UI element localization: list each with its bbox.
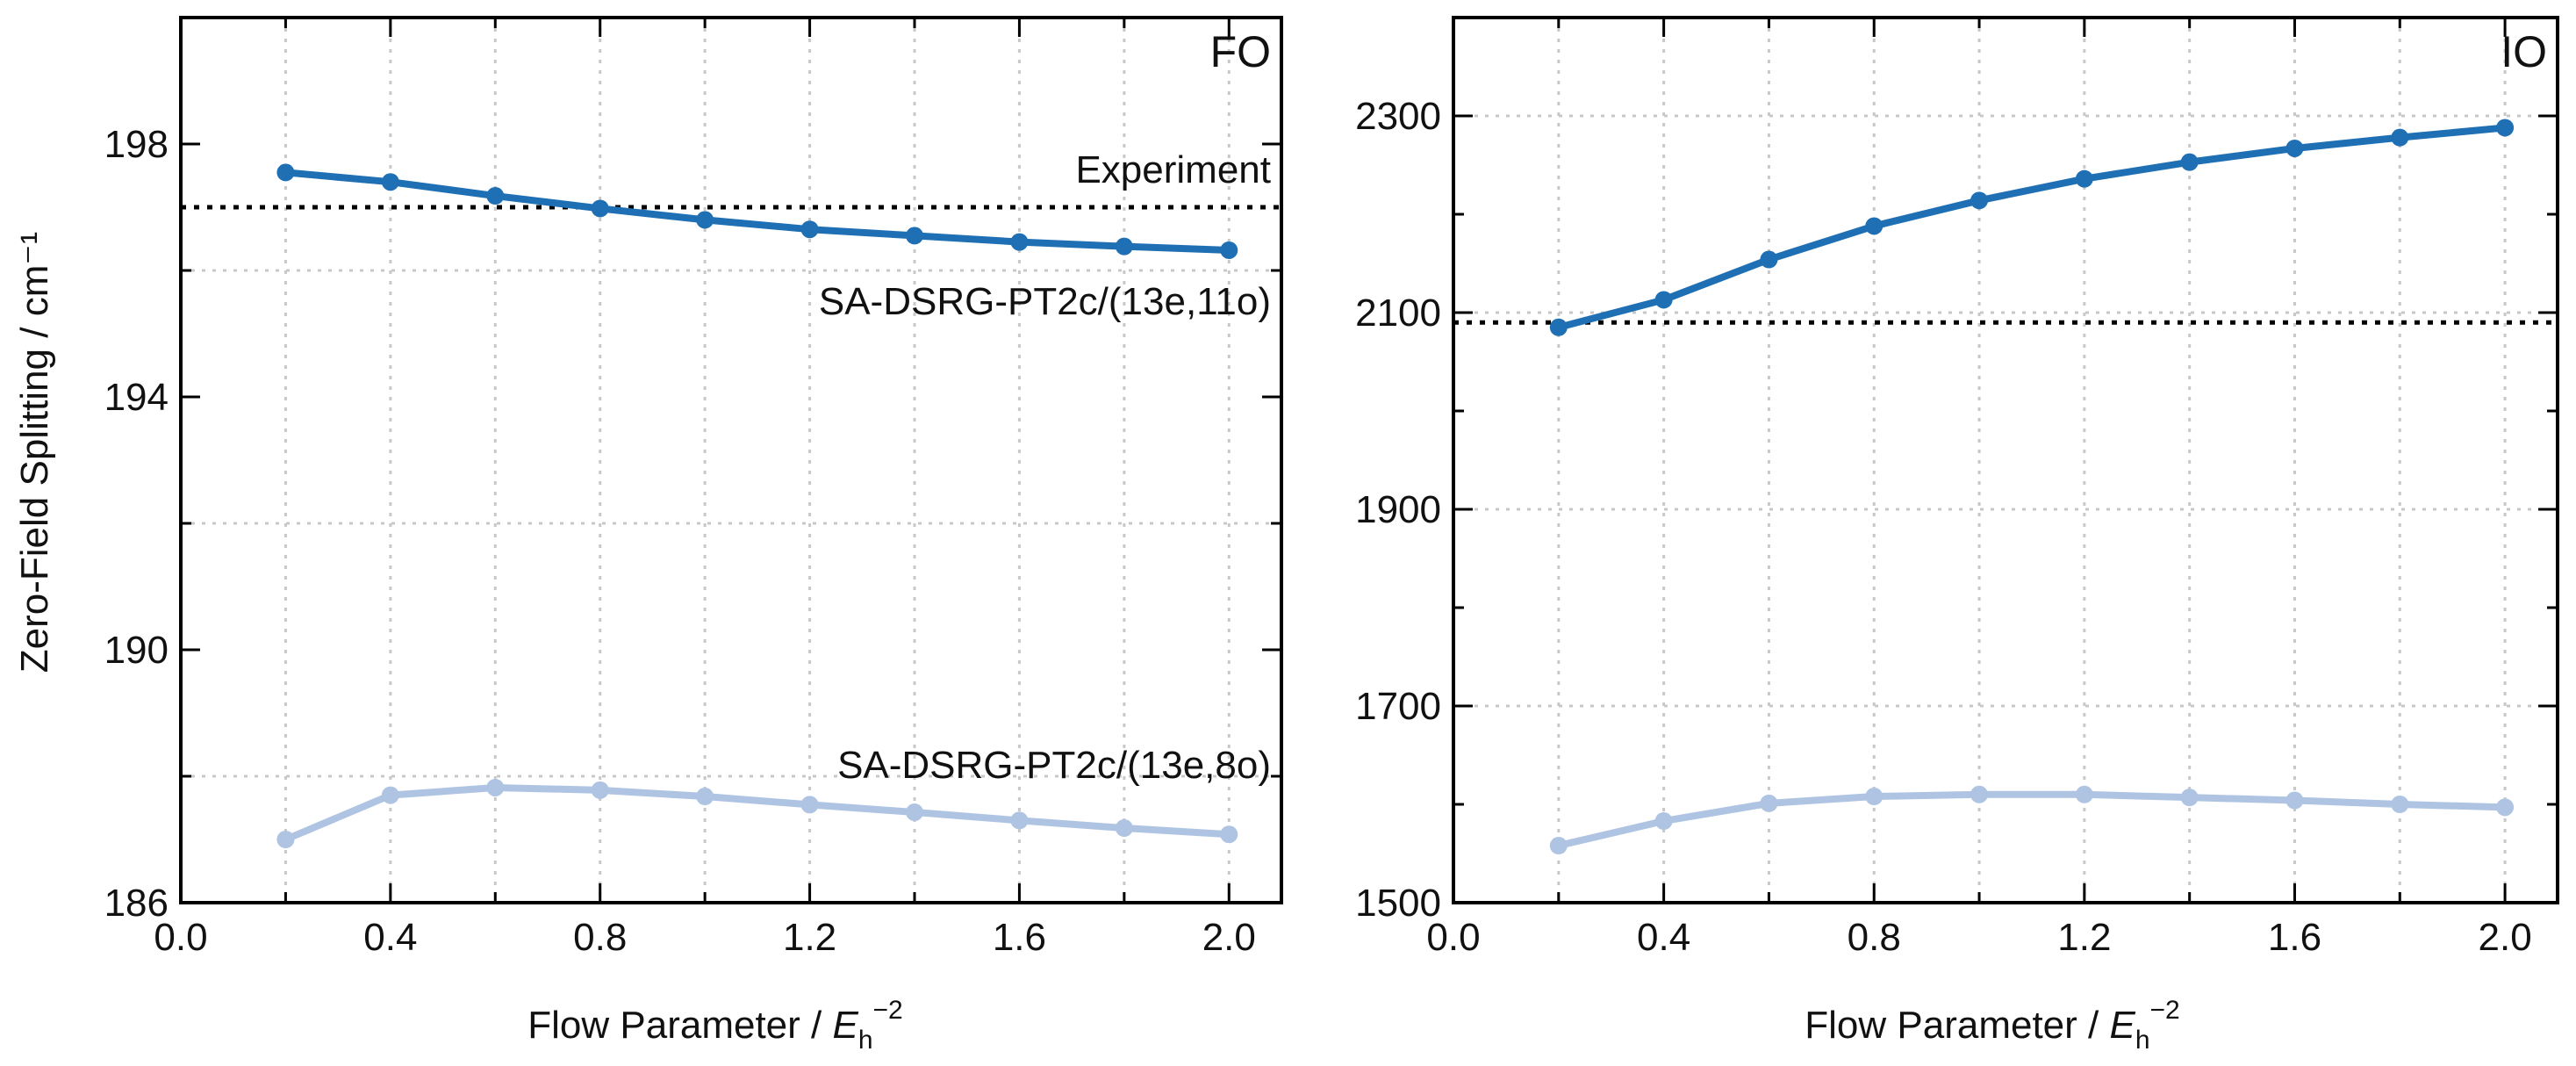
y-axis-title: Zero-Field Splitting / cm⁻¹ bbox=[13, 232, 56, 673]
y-tick-label: 186 bbox=[104, 882, 169, 925]
x-tick-label: 1.2 bbox=[2057, 916, 2111, 959]
x-tick-label: 2.0 bbox=[2479, 916, 2532, 959]
x-tick-label: 0.0 bbox=[154, 916, 207, 959]
series-line-13e-8o bbox=[1554, 790, 2509, 850]
panel-label: FO bbox=[1210, 27, 1271, 76]
data-point-13e-11o bbox=[2391, 128, 2409, 147]
data-point-13e-11o bbox=[1654, 291, 1673, 309]
series-line-13e-8o bbox=[282, 783, 1233, 843]
data-point-13e-11o bbox=[1865, 217, 1884, 235]
data-point-13e-11o bbox=[486, 187, 505, 205]
data-point-13e-8o bbox=[2391, 796, 2409, 813]
data-point-13e-8o bbox=[1654, 812, 1673, 831]
x-axis-title-io: Flow Parameter / Eh−2 bbox=[1805, 996, 2179, 1055]
data-point-13e-11o bbox=[1115, 237, 1133, 256]
y-tick-label: 1700 bbox=[1355, 685, 1441, 728]
data-point-13e-8o bbox=[2180, 789, 2199, 807]
series-line-13e-11o bbox=[1554, 124, 2509, 331]
y-tick-label: 190 bbox=[104, 629, 169, 672]
series-line-13e-11o bbox=[282, 169, 1233, 254]
data-point-13e-8o bbox=[276, 831, 295, 848]
x-tick-label: 0.8 bbox=[573, 916, 627, 959]
x-tick-label: 2.0 bbox=[1202, 916, 1256, 959]
data-point-13e-8o bbox=[906, 803, 923, 822]
data-point-13e-11o bbox=[2496, 119, 2515, 137]
data-point-13e-11o bbox=[276, 163, 295, 182]
data-point-13e-8o bbox=[486, 778, 505, 796]
y-tick-label: 2100 bbox=[1355, 292, 1441, 335]
x-tick-label: 0.0 bbox=[1426, 916, 1480, 959]
data-point-13e-8o bbox=[381, 786, 399, 804]
data-point-13e-8o bbox=[2075, 785, 2093, 803]
data-point-13e-8o bbox=[2496, 798, 2515, 817]
plot-frame bbox=[1452, 16, 2559, 904]
series-annotation: SA-DSRG-PT2c/(13e,11o) bbox=[819, 280, 1271, 323]
data-point-13e-11o bbox=[800, 220, 819, 239]
data-point-13e-8o bbox=[2285, 791, 2304, 810]
data-point-13e-8o bbox=[1865, 788, 1884, 806]
data-point-13e-11o bbox=[2285, 139, 2304, 157]
data-point-13e-8o bbox=[800, 796, 819, 814]
x-tick-label: 1.6 bbox=[2268, 916, 2321, 959]
data-point-13e-8o bbox=[1549, 837, 1568, 855]
data-point-13e-8o bbox=[1010, 811, 1029, 830]
data-point-13e-8o bbox=[1760, 794, 1778, 812]
data-point-13e-11o bbox=[1010, 233, 1029, 251]
data-point-13e-8o bbox=[1220, 825, 1238, 844]
panel-io: 0.0 0.4 0.8 1.2 1.6 2.0 1500 1700 1900 2100 2300 IO bbox=[1355, 16, 2559, 959]
data-point-13e-11o bbox=[2075, 169, 2093, 188]
data-point-13e-11o bbox=[696, 211, 714, 229]
data-point-13e-11o bbox=[591, 199, 609, 218]
data-point-13e-11o bbox=[2180, 153, 2199, 171]
x-tick-label: 0.4 bbox=[1637, 916, 1690, 959]
data-point-13e-11o bbox=[1970, 191, 1989, 210]
data-point-13e-8o bbox=[1115, 819, 1133, 838]
data-point-13e-11o bbox=[1220, 241, 1238, 259]
data-point-13e-8o bbox=[696, 788, 714, 806]
y-tick-label: 198 bbox=[104, 123, 169, 166]
x-tick-label: 1.6 bbox=[993, 916, 1046, 959]
panel-label: IO bbox=[2501, 27, 2547, 76]
data-point-13e-8o bbox=[591, 781, 609, 799]
panel-fo: 0.0 0.4 0.8 1.2 1.6 2.0 186 190 194 198 FO Experime… bbox=[104, 16, 1283, 959]
experiment-label: Experiment bbox=[1075, 148, 1271, 191]
x-tick-label: 1.2 bbox=[783, 916, 836, 959]
y-tick-label: 1500 bbox=[1355, 882, 1441, 925]
x-axis-title-fo: Flow Parameter / Eh−2 bbox=[527, 996, 902, 1055]
x-tick-label: 0.4 bbox=[363, 916, 417, 959]
y-tick-label: 2300 bbox=[1355, 95, 1441, 138]
data-point-13e-11o bbox=[1760, 250, 1778, 269]
x-tick-label: 0.8 bbox=[1848, 916, 1901, 959]
data-point-13e-11o bbox=[1549, 318, 1568, 336]
data-point-13e-8o bbox=[1970, 785, 1989, 803]
series-annotation: SA-DSRG-PT2c/(13e,8o) bbox=[837, 744, 1271, 787]
data-point-13e-11o bbox=[906, 227, 923, 245]
data-point-13e-11o bbox=[381, 173, 399, 191]
y-tick-label: 194 bbox=[104, 376, 169, 419]
plot-frame bbox=[179, 16, 1283, 904]
y-tick-label: 1900 bbox=[1355, 488, 1441, 531]
